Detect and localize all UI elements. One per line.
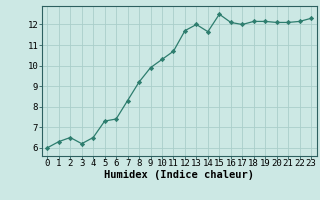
X-axis label: Humidex (Indice chaleur): Humidex (Indice chaleur) — [104, 170, 254, 180]
